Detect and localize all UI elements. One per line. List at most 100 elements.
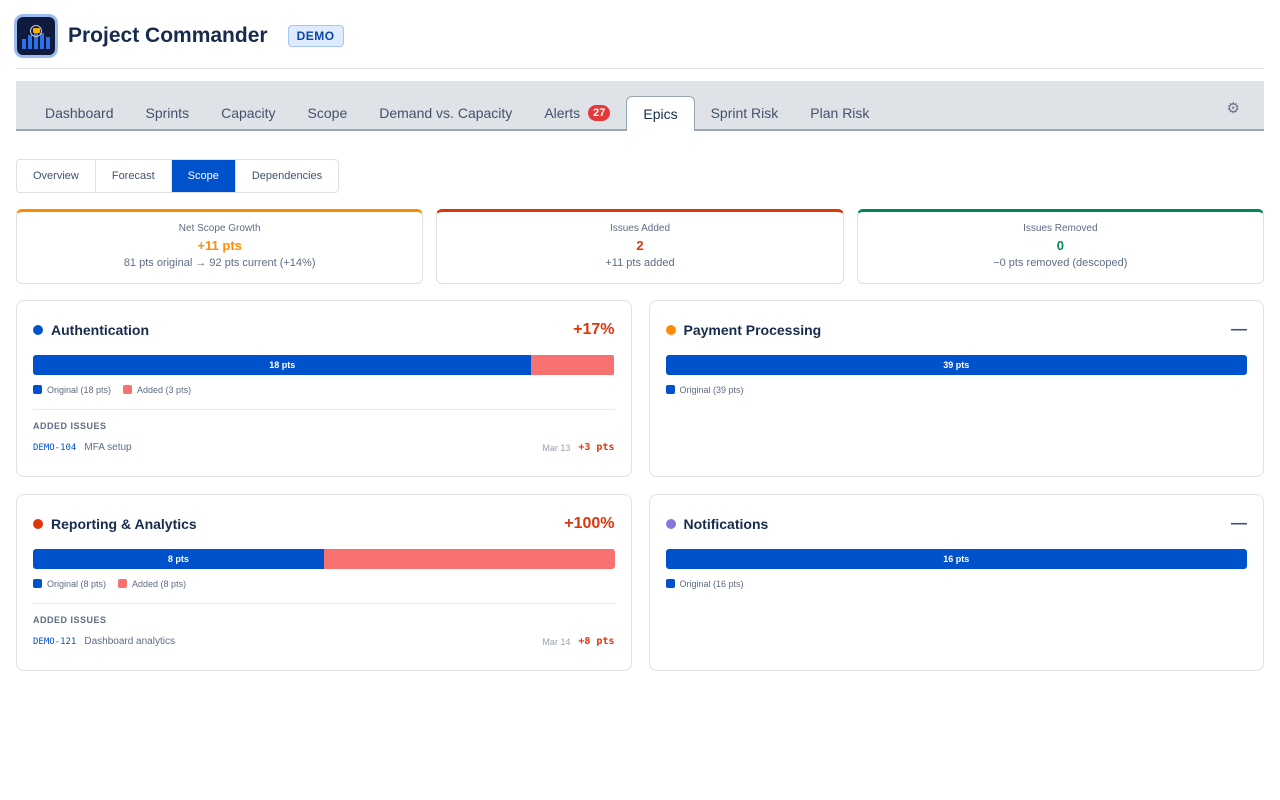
header-divider xyxy=(16,68,1264,69)
tab-label: Scope xyxy=(307,105,348,121)
issue-date: Mar 14 xyxy=(542,636,571,647)
legend-original: Original (18 pts) xyxy=(33,385,111,395)
bar-legend: Original (18 pts) Added (3 pts) xyxy=(33,385,615,395)
issue-key-link[interactable]: DEMO-121 xyxy=(33,636,77,647)
legend-original: Original (16 pts) xyxy=(665,579,744,589)
legend-added: Added (3 pts) xyxy=(123,385,191,395)
scope-bar: 39 pts xyxy=(665,355,1247,375)
tab-epics[interactable]: Epics xyxy=(626,96,695,131)
epic-grid: Authentication +17% 18 pts Original (18 pts… xyxy=(16,300,1264,671)
tab-demand-vs-capacity[interactable]: Demand vs. Capacity xyxy=(363,96,528,130)
kpi-card: Net Scope Growth +11 pts 81 pts original →… xyxy=(16,209,424,284)
scope-bar: 18 pts xyxy=(33,355,615,375)
kpi-subtext: −0 pts removed (descoped) xyxy=(993,257,1128,269)
epic-card: Notifications — 16 pts Original (16 pts) xyxy=(648,494,1264,671)
legend-original: Original (8 pts) xyxy=(33,579,106,589)
issue-points: +8 pts xyxy=(578,636,615,647)
legend-label: Original (18 pts) xyxy=(47,385,112,395)
bar-legend: Original (8 pts) Added (8 pts) xyxy=(33,579,615,589)
legend-label: Original (39 pts) xyxy=(679,385,744,395)
demo-badge: DEMO xyxy=(287,25,344,47)
epic-name: Reporting & Analytics xyxy=(51,516,197,532)
kpi-label: Issues Removed xyxy=(1023,223,1098,234)
tab-label: Alerts xyxy=(544,105,581,121)
added-issue-row[interactable]: DEMO-104 MFA setup Mar 13 +3 pts xyxy=(33,442,615,453)
tab-capacity[interactable]: Capacity xyxy=(205,96,291,130)
epic-color-dot xyxy=(33,325,43,335)
original-segment: 18 pts xyxy=(33,355,532,375)
scope-bar: 16 pts xyxy=(665,549,1247,569)
divider xyxy=(33,409,615,410)
added-issues-heading: ADDED ISSUES xyxy=(33,421,107,431)
kpi-value: 2 xyxy=(636,238,644,253)
scope-bar: 8 pts xyxy=(33,549,615,569)
tab-sprint-risk[interactable]: Sprint Risk xyxy=(695,96,795,130)
epic-color-dot xyxy=(665,325,676,335)
added-issue-row[interactable]: DEMO-121 Dashboard analytics Mar 14 +8 pts xyxy=(33,636,615,647)
added-issues-heading: ADDED ISSUES xyxy=(33,615,107,625)
tab-plan-risk[interactable]: Plan Risk xyxy=(794,96,885,130)
tab-label: Sprint Risk xyxy=(710,105,779,121)
subtab-overview[interactable]: Overview xyxy=(17,160,96,192)
original-segment: 39 pts xyxy=(665,355,1247,375)
legend-label: Added (8 pts) xyxy=(132,579,187,589)
tab-alerts[interactable]: Alerts 27 xyxy=(528,96,626,130)
added-segment xyxy=(531,355,615,375)
added-segment xyxy=(323,549,615,569)
subtab-dependencies[interactable]: Dependencies xyxy=(251,170,323,182)
tab-label: Dashboard xyxy=(45,105,114,121)
kpi-label: Issues Added xyxy=(609,223,671,234)
original-segment: 16 pts xyxy=(665,549,1247,569)
epic-name: Notifications xyxy=(683,516,769,532)
epic-card: Payment Processing — 39 pts Original (39 pt… xyxy=(648,300,1264,477)
main-tab-bar: Dashboard Sprints Capacity Scope Demand vs. … xyxy=(16,81,1264,131)
bar-legend: Original (16 pts) xyxy=(665,579,1248,589)
legend-label: Original (16 pts) xyxy=(679,579,744,589)
issue-key-link[interactable]: DEMO-104 xyxy=(33,442,77,453)
kpi-card: Issues Added 2 +11 pts added xyxy=(436,209,844,284)
kpi-label: Net Scope Growth xyxy=(178,223,261,234)
issue-date: Mar 13 xyxy=(542,442,571,453)
legend-added: Added (8 pts) xyxy=(118,579,186,589)
kpi-row: Net Scope Growth +11 pts 81 pts original →… xyxy=(16,209,1264,284)
kpi-subtext: +11 pts added xyxy=(605,257,675,269)
tab-label: Sprints xyxy=(145,105,190,121)
tab-label: Demand vs. Capacity xyxy=(379,105,513,121)
original-segment: 8 pts xyxy=(33,549,324,569)
kpi-subtext: 81 pts original → 92 pts current (+14%) xyxy=(123,257,316,269)
alert-count-badge: 27 xyxy=(588,105,611,121)
kpi-value: +11 pts xyxy=(197,238,242,253)
subtab-forecast[interactable]: Forecast xyxy=(96,160,172,192)
epic-subtabs: Overview Forecast Scope Dependencies xyxy=(16,159,340,193)
tab-scope[interactable]: Scope xyxy=(292,96,364,130)
tab-label: Plan Risk xyxy=(810,105,870,121)
epic-card: Authentication +17% 18 pts Original (18 pts… xyxy=(16,300,632,477)
app-title: Project Commander xyxy=(68,24,268,47)
scope-change-percent: +100% xyxy=(564,515,615,532)
legend-label: Original (8 pts) xyxy=(47,579,107,589)
subtab-scope[interactable]: Scope xyxy=(171,160,236,192)
epic-color-dot xyxy=(665,519,676,529)
no-change-dash: — xyxy=(1231,515,1247,532)
tab-dashboard[interactable]: Dashboard xyxy=(29,96,130,130)
tab-label: Epics xyxy=(643,106,678,122)
gear-icon[interactable]: ⚙ xyxy=(1226,100,1240,117)
tab-sprints[interactable]: Sprints xyxy=(130,96,206,130)
epic-card: Reporting & Analytics +100% 8 pts Original … xyxy=(16,494,632,671)
epic-name: Payment Processing xyxy=(683,322,822,338)
issue-points: +3 pts xyxy=(578,442,615,453)
divider xyxy=(33,603,615,604)
app-header: Project Commander DEMO xyxy=(14,14,344,58)
issue-summary: MFA setup xyxy=(84,442,132,453)
app-logo xyxy=(14,14,58,58)
kpi-value: 0 xyxy=(1056,238,1064,253)
bar-legend: Original (39 pts) xyxy=(665,385,1248,395)
kpi-card: Issues Removed 0 −0 pts removed (descoped) xyxy=(856,209,1264,284)
legend-label: Added (3 pts) xyxy=(137,385,192,395)
epic-name: Authentication xyxy=(51,322,149,338)
epic-color-dot xyxy=(33,519,43,529)
tab-label: Capacity xyxy=(221,105,276,121)
no-change-dash: — xyxy=(1231,321,1247,338)
issue-summary: Dashboard analytics xyxy=(84,636,175,647)
legend-original: Original (39 pts) xyxy=(665,385,744,395)
